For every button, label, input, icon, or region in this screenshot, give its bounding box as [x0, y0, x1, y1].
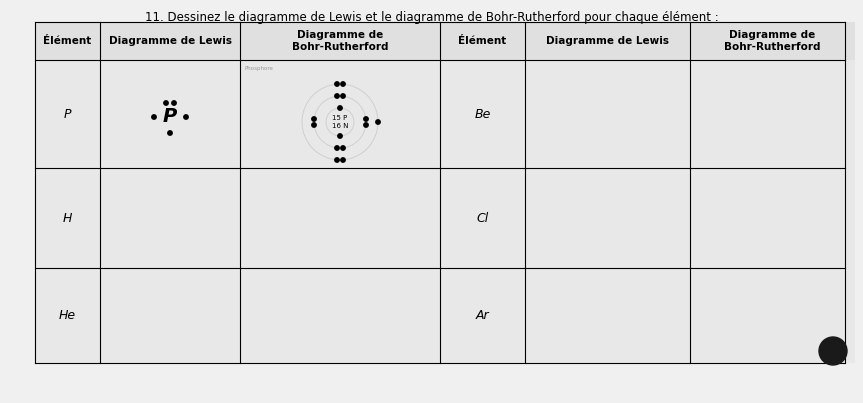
- Bar: [35, 60, 100, 168]
- Text: Élément: Élément: [43, 36, 91, 46]
- Circle shape: [341, 82, 345, 86]
- Circle shape: [312, 117, 316, 121]
- Text: Diagramme de Lewis: Diagramme de Lewis: [546, 36, 669, 46]
- Bar: [100, 60, 240, 168]
- Circle shape: [152, 115, 156, 119]
- Text: Ar: Ar: [476, 309, 489, 322]
- Circle shape: [341, 146, 345, 150]
- Bar: [240, 168, 440, 268]
- Circle shape: [341, 158, 345, 162]
- Bar: [100, 22, 240, 60]
- Circle shape: [172, 101, 176, 105]
- Bar: [35, 168, 100, 268]
- Bar: [440, 168, 525, 268]
- Circle shape: [375, 120, 381, 124]
- Circle shape: [337, 106, 343, 110]
- Bar: [525, 60, 690, 168]
- Text: Diagramme de Lewis: Diagramme de Lewis: [109, 36, 231, 46]
- Circle shape: [164, 101, 168, 105]
- Text: Phosphore: Phosphore: [244, 66, 273, 71]
- Circle shape: [364, 123, 369, 127]
- Bar: [100, 168, 240, 268]
- Text: He: He: [59, 309, 76, 322]
- Circle shape: [819, 337, 847, 365]
- Circle shape: [341, 94, 345, 98]
- Circle shape: [337, 134, 343, 138]
- Text: Diagramme de
Bohr-Rutherford: Diagramme de Bohr-Rutherford: [292, 30, 388, 52]
- Bar: [240, 268, 440, 363]
- Bar: [690, 22, 855, 60]
- Circle shape: [364, 117, 369, 121]
- Text: Élément: Élément: [458, 36, 507, 46]
- Text: 11. Dessinez le diagramme de Lewis et le diagramme de Bohr-Rutherford pour chaqu: 11. Dessinez le diagramme de Lewis et le…: [145, 11, 719, 24]
- Bar: [440, 268, 525, 363]
- Circle shape: [312, 123, 316, 127]
- Bar: [690, 168, 855, 268]
- Circle shape: [184, 115, 188, 119]
- Text: Cl: Cl: [476, 212, 488, 224]
- Bar: [35, 22, 100, 60]
- Circle shape: [335, 94, 339, 98]
- Bar: [440, 60, 525, 168]
- Text: Be: Be: [475, 108, 491, 120]
- Circle shape: [167, 131, 173, 135]
- Bar: [240, 22, 440, 60]
- Bar: [525, 268, 690, 363]
- Bar: [35, 268, 100, 363]
- Bar: [240, 60, 440, 168]
- Circle shape: [335, 146, 339, 150]
- Bar: [690, 268, 855, 363]
- Text: P: P: [64, 108, 72, 120]
- Bar: [525, 22, 690, 60]
- Circle shape: [335, 82, 339, 86]
- Circle shape: [335, 158, 339, 162]
- Text: 15 P
16 N: 15 P 16 N: [331, 116, 349, 129]
- Bar: [440, 22, 525, 60]
- Text: H: H: [63, 212, 72, 224]
- Bar: [525, 168, 690, 268]
- Bar: [100, 268, 240, 363]
- Bar: [690, 60, 855, 168]
- Text: P: P: [163, 108, 177, 127]
- Text: Diagramme de
Bohr-Rutherford: Diagramme de Bohr-Rutherford: [724, 30, 821, 52]
